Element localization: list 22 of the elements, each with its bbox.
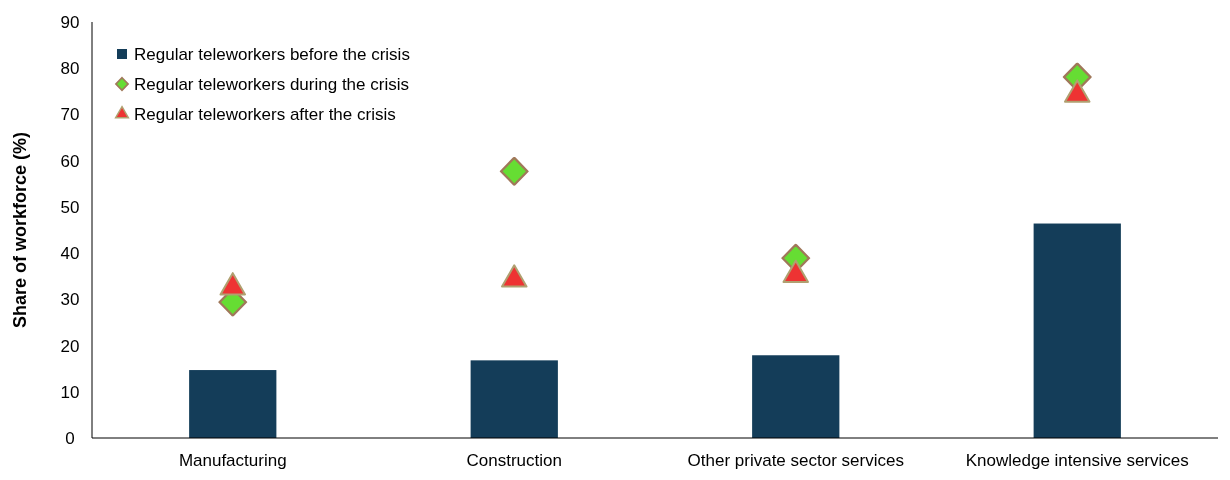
y-axis-title: Share of workforce (%) (10, 131, 30, 329)
bar (470, 360, 558, 438)
y-tick-label: 0 (65, 428, 75, 448)
y-tick-label: 10 (60, 382, 80, 402)
bar (752, 355, 840, 438)
legend-label: Regular teleworkers before the crisis (134, 44, 410, 64)
y-tick-label: 60 (60, 151, 80, 171)
y-tick-label: 90 (60, 12, 80, 32)
bar (1033, 223, 1121, 438)
legend-label: Regular teleworkers after the crisis (134, 104, 396, 124)
x-tick-label: Other private sector services (687, 451, 904, 470)
bar (189, 370, 277, 438)
x-tick-label: Manufacturing (178, 451, 287, 470)
y-tick-label: 20 (60, 336, 80, 356)
y-tick-label: 50 (60, 197, 80, 217)
legend-label: Regular teleworkers during the crisis (134, 74, 409, 94)
y-tick-label: 80 (60, 59, 80, 79)
x-tick-label: Construction (466, 451, 562, 470)
y-tick-label: 40 (60, 244, 80, 264)
x-tick-label: Knowledge intensive services (965, 451, 1189, 470)
y-tick-label: 70 (60, 105, 80, 125)
y-tick-label: 30 (60, 290, 80, 310)
